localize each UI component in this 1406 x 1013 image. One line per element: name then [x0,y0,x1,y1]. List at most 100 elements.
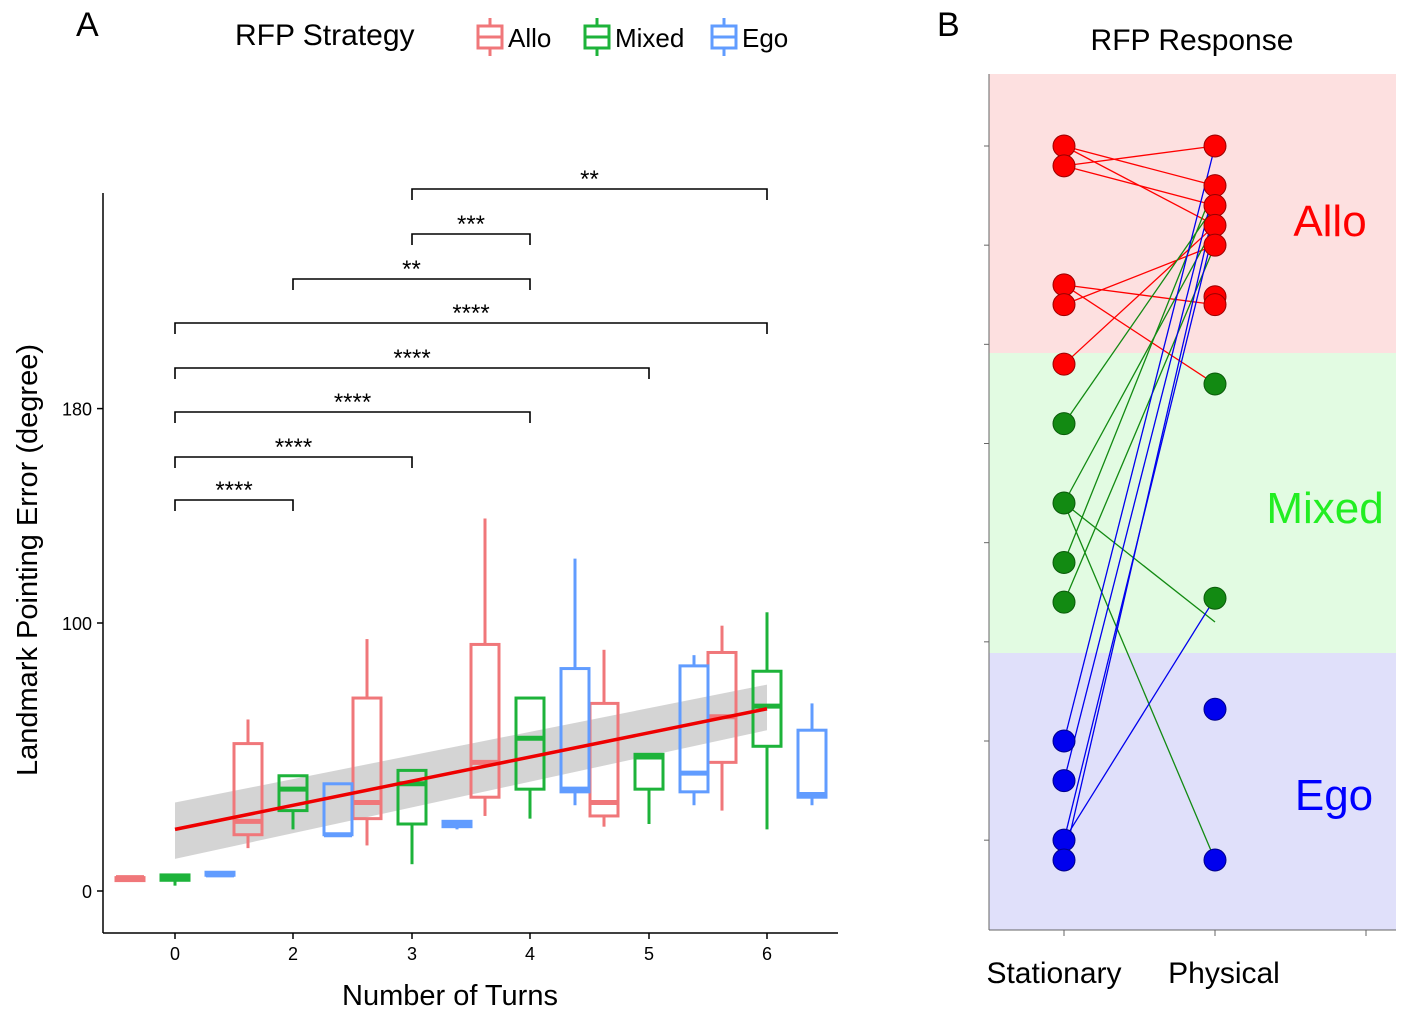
physical-point [1203,233,1227,257]
box-allo-3 [351,639,383,846]
panel-a-label: A [76,6,99,44]
x-category-label: Physical [1168,957,1280,990]
response-link [1063,284,1216,385]
legend-item-mixed: Mixed [583,18,684,56]
significance-bracket [174,367,650,379]
response-link [1063,205,1216,861]
response-link [1063,185,1216,563]
legend-item-ego: Ego [710,18,788,56]
stationary-point [1052,848,1076,872]
box-ego-3 [441,819,473,830]
y-axis-title: Landmark Pointing Error (degree) [12,344,44,776]
zone-label-mixed: Mixed [1266,484,1383,533]
box-body [232,742,264,837]
response-link [1063,502,1216,623]
box-mixed-6 [751,612,783,830]
y-tick-label: 100 [62,614,92,634]
box-allo-4 [469,518,501,816]
x-tick-label: 0 [170,944,180,964]
physical-point [1203,586,1227,610]
box-body [678,664,710,794]
stationary-point [1052,590,1076,614]
box-allo-2 [232,719,264,849]
panel-b-title: RFP Response [1091,24,1294,57]
box-body [588,701,620,818]
box-ego-4 [559,558,591,806]
response-link [1063,597,1216,841]
significance-stars: *** [457,211,485,238]
significance-stars: **** [215,477,252,504]
box-body [469,642,501,799]
stationary-point [1052,154,1076,178]
significance-stars: ** [580,166,599,193]
box-ego-0 [204,870,236,878]
x-tick-label: 3 [407,944,417,964]
box-body [277,774,309,813]
box-body [796,728,828,799]
box-body [396,768,428,826]
box-body [351,696,383,821]
response-link [1063,145,1216,167]
response-link [1063,145,1216,742]
physical-point [1203,213,1227,237]
box-mixed-4 [514,696,546,819]
response-link [1063,225,1216,504]
zone-label-ego: Ego [1295,771,1373,820]
x-category-label: Stationary [986,957,1121,990]
physical-point [1203,372,1227,396]
x-tick-label: 2 [288,944,298,964]
significance-brackets: *************************** [174,166,768,511]
stationary-point [1052,769,1076,793]
response-link [1063,244,1216,306]
significance-bracket [174,456,413,468]
stationary-point [1052,412,1076,436]
significance-bracket [174,322,768,334]
stationary-point [1052,551,1076,574]
significance-bracket [292,278,531,290]
box-allo-0 [114,875,146,883]
significance-stars: **** [393,345,430,372]
regression-line [174,707,768,832]
response-link [1063,205,1216,425]
legend: Allo Mixed Ego [476,18,788,56]
box-body [322,782,354,837]
stationary-point [1052,729,1076,753]
legend-label: Mixed [615,23,684,53]
physical-point [1203,848,1227,872]
stationary-point [1052,293,1076,317]
slope-plot-area: Allo Mixed Ego Stationary Physical [984,74,1396,990]
box-plot-area [114,518,828,886]
box-body [559,667,591,794]
legend-label: Allo [508,23,551,53]
axes-a: 0 100 180 0 2 3 4 5 6 [62,193,838,964]
stationary-point [1052,828,1076,852]
stationary-point [1052,352,1076,376]
significance-bracket [411,233,531,245]
significance-stars: ** [402,256,421,283]
significance-stars: **** [275,434,312,461]
box-body [633,752,665,791]
box-body [751,669,783,748]
significance-bracket [174,499,294,511]
zone-ego [989,653,1396,930]
significance-bracket [411,188,768,200]
response-link [1063,185,1216,781]
significance-bracket [174,411,531,423]
x-tick-label: 4 [525,944,535,964]
physical-point [1203,697,1227,721]
significance-stars: **** [334,389,371,416]
response-link [1063,502,1216,861]
physical-point [1203,134,1227,158]
box-body [706,650,738,764]
x-tick-label: 6 [762,944,772,964]
zone-label-allo: Allo [1293,197,1366,246]
x-tick-label: 5 [644,944,654,964]
y-tick-label: 180 [62,400,92,420]
box-body [514,696,546,791]
x-axis-title: Number of Turns [342,980,558,1012]
physical-point [1203,194,1227,217]
box-ego-2 [322,782,354,838]
legend-item-allo: Allo [476,18,551,56]
legend-label: Ego [742,23,788,53]
response-link [1063,145,1216,187]
